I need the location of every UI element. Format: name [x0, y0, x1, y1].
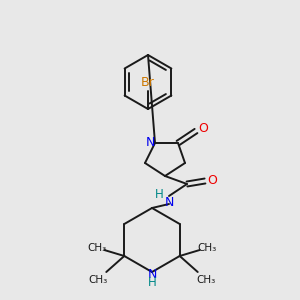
Text: CH₃: CH₃ [196, 275, 215, 285]
Text: N: N [145, 136, 155, 149]
Text: O: O [207, 175, 217, 188]
Text: N: N [147, 268, 157, 281]
Text: CH₃: CH₃ [197, 243, 216, 253]
Text: N: N [164, 196, 174, 208]
Text: O: O [198, 122, 208, 134]
Text: CH₃: CH₃ [89, 275, 108, 285]
Text: H: H [148, 277, 156, 290]
Text: H: H [154, 188, 164, 200]
Text: Br: Br [141, 76, 155, 89]
Text: CH₃: CH₃ [88, 243, 107, 253]
